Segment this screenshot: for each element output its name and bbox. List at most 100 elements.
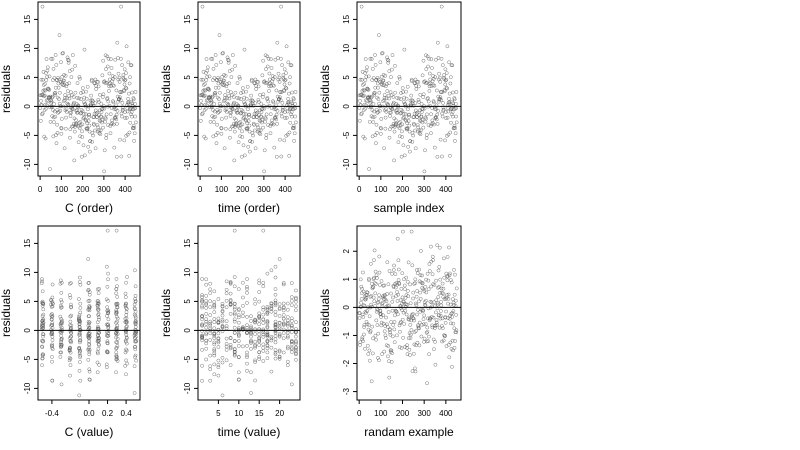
data-point (232, 228, 237, 233)
data-point (273, 348, 278, 352)
data-point (419, 102, 424, 106)
plot-frame (356, 1, 462, 177)
data-point (387, 81, 391, 86)
x-tick-label: 100 (374, 409, 388, 418)
data-point (225, 55, 230, 60)
data-point (261, 228, 266, 233)
data-point (250, 131, 255, 135)
data-point (269, 301, 274, 306)
data-point (236, 332, 241, 337)
data-point (419, 334, 424, 339)
data-point (78, 301, 83, 306)
data-point (97, 287, 102, 291)
data-point (265, 339, 270, 344)
y-tick-label: 0 (342, 305, 351, 310)
data-point (115, 319, 119, 324)
data-point (219, 60, 223, 65)
data-point (114, 354, 119, 359)
data-point (273, 115, 278, 119)
data-point (212, 76, 217, 80)
data-point (85, 126, 90, 131)
data-point (284, 86, 289, 91)
data-point (416, 80, 421, 84)
data-point (406, 294, 410, 299)
x-tick-label: 300 (417, 409, 431, 418)
data-point (383, 336, 388, 340)
data-point (97, 363, 101, 367)
data-point (222, 98, 227, 103)
data-point (404, 118, 409, 123)
data-point (439, 4, 444, 9)
data-point (286, 100, 291, 104)
data-point (441, 101, 445, 105)
data-point (269, 66, 274, 70)
data-point (220, 301, 225, 306)
data-point (369, 261, 373, 266)
data-point (289, 338, 294, 343)
data-point (454, 330, 459, 335)
data-point (454, 114, 458, 119)
data-point (245, 84, 250, 89)
data-point (59, 340, 63, 345)
data-point (442, 75, 446, 80)
data-point (69, 281, 73, 285)
data-point (253, 297, 257, 302)
data-point (425, 330, 430, 334)
data-point (84, 118, 89, 123)
data-point (362, 332, 366, 337)
data-point (40, 277, 44, 281)
data-point (438, 137, 443, 142)
y-tick-label: 15 (183, 238, 192, 247)
data-point (43, 88, 48, 93)
data-point (273, 275, 278, 280)
data-point (413, 366, 417, 371)
data-point (96, 299, 101, 304)
data-point (269, 338, 274, 343)
data-point (429, 284, 433, 289)
data-point (123, 363, 128, 368)
data-point (389, 320, 394, 324)
data-point (400, 317, 405, 322)
data-point (251, 133, 255, 138)
data-point (224, 84, 229, 89)
data-point (452, 292, 457, 297)
data-point (369, 302, 373, 307)
data-point (257, 318, 262, 323)
data-point (395, 95, 399, 100)
data-point (281, 282, 286, 287)
data-point (105, 64, 110, 69)
data-point (374, 282, 378, 286)
data-point (114, 370, 118, 375)
data-point (61, 83, 65, 87)
data-point (413, 277, 418, 282)
data-point (45, 99, 50, 103)
data-point (112, 75, 117, 79)
data-point (441, 338, 446, 343)
data-point (423, 285, 428, 289)
data-point (420, 118, 425, 122)
data-point (382, 297, 386, 301)
data-point (241, 90, 245, 95)
data-point (390, 67, 394, 72)
data-point (86, 357, 91, 362)
data-point (245, 368, 249, 373)
data-point (212, 120, 216, 124)
data-point (204, 319, 209, 324)
data-point (221, 99, 226, 104)
data-point (229, 90, 233, 95)
data-point (253, 360, 257, 364)
data-point (236, 339, 241, 343)
data-point (277, 79, 282, 84)
data-point (378, 131, 383, 136)
data-point (451, 90, 455, 95)
data-point (427, 89, 432, 93)
data-point (123, 77, 128, 82)
data-point (208, 367, 213, 372)
data-point (417, 343, 422, 348)
data-point (396, 267, 401, 272)
data-point (436, 108, 440, 113)
data-point (379, 279, 384, 283)
x-tick-label: 300 (97, 185, 111, 194)
data-point (404, 312, 409, 317)
data-point (261, 359, 266, 363)
